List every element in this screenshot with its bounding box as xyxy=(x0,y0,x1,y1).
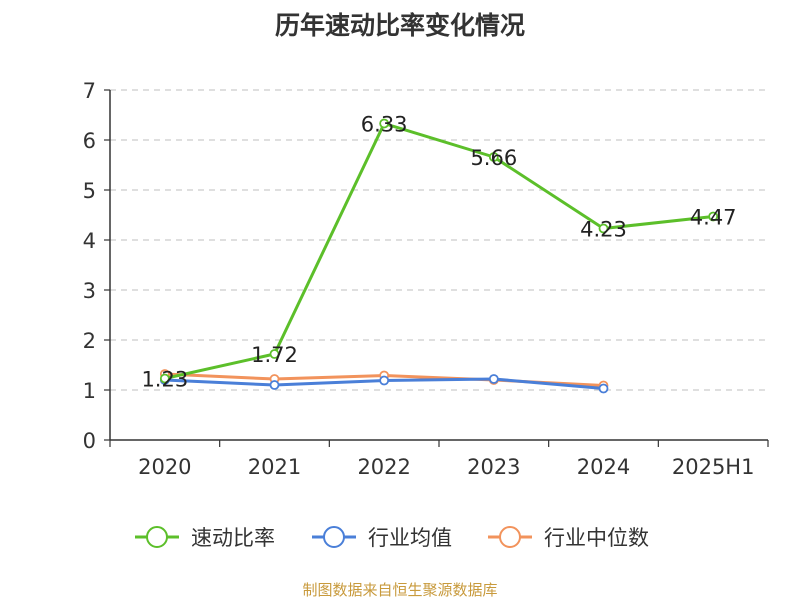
legend-marker xyxy=(499,526,521,548)
x-tick-label: 2023 xyxy=(467,455,520,479)
legend-item-1[interactable]: 行业均值 xyxy=(312,526,452,550)
x-tick-label: 2020 xyxy=(138,455,191,479)
x-tick-label: 2021 xyxy=(248,455,301,479)
series-point-0[interactable] xyxy=(708,211,719,222)
series-layer xyxy=(159,118,719,394)
legend-label: 行业均值 xyxy=(368,526,452,550)
series-point-0[interactable] xyxy=(379,118,390,129)
data-label: 1.72 xyxy=(251,343,298,367)
data-label: 1.23 xyxy=(141,368,188,392)
legend-label: 行业中位数 xyxy=(544,526,649,550)
y-tick-label: 4 xyxy=(83,229,96,253)
y-tick-label: 1 xyxy=(83,379,96,403)
data-label: 4.47 xyxy=(690,206,737,230)
y-tick-label: 7 xyxy=(83,79,96,103)
legend-marker xyxy=(323,526,345,548)
y-tick-label: 0 xyxy=(83,429,96,453)
legend-marker xyxy=(146,526,168,548)
grid xyxy=(110,89,768,391)
data-label: 6.33 xyxy=(361,113,408,137)
series-point-1[interactable] xyxy=(488,374,499,384)
series-point-0[interactable] xyxy=(159,373,170,384)
series-point-1[interactable] xyxy=(598,383,609,394)
y-tick-label: 2 xyxy=(83,329,96,353)
series-line-0 xyxy=(164,122,714,380)
x-tick-label: 2025H1 xyxy=(672,455,755,479)
axes: 0 1 2 3 4 5 6 7 2020 2021 2022 2023 2024 2025H1 xyxy=(83,79,769,479)
chart-title: 历年速动比率变化情况 xyxy=(275,11,525,40)
series-point-1[interactable] xyxy=(269,380,280,390)
data-label: 4.23 xyxy=(580,218,627,242)
legend-item-0[interactable]: 速动比率 xyxy=(135,526,275,550)
data-label: 5.66 xyxy=(470,146,517,170)
series-point-0[interactable] xyxy=(488,152,499,162)
y-tick-label: 3 xyxy=(83,279,96,303)
series-point-0[interactable] xyxy=(598,223,609,234)
legend-item-2[interactable]: 行业中位数 xyxy=(488,526,649,550)
source-note: 制图数据来自恒生聚源数据库 xyxy=(302,581,497,599)
legend-label: 速动比率 xyxy=(191,526,275,550)
y-tick-label: 5 xyxy=(83,179,96,203)
series-point-0[interactable] xyxy=(269,349,280,359)
y-tick-label: 6 xyxy=(83,129,96,153)
data-labels: 1.23 1.72 6.33 5.66 4.23 4.47 xyxy=(141,113,736,392)
legend[interactable]: 速动比率 行业均值 行业中位数 xyxy=(135,526,649,550)
series-point-1[interactable] xyxy=(379,375,390,386)
x-tick-label: 2024 xyxy=(577,455,630,479)
x-tick-label: 2022 xyxy=(357,455,410,479)
